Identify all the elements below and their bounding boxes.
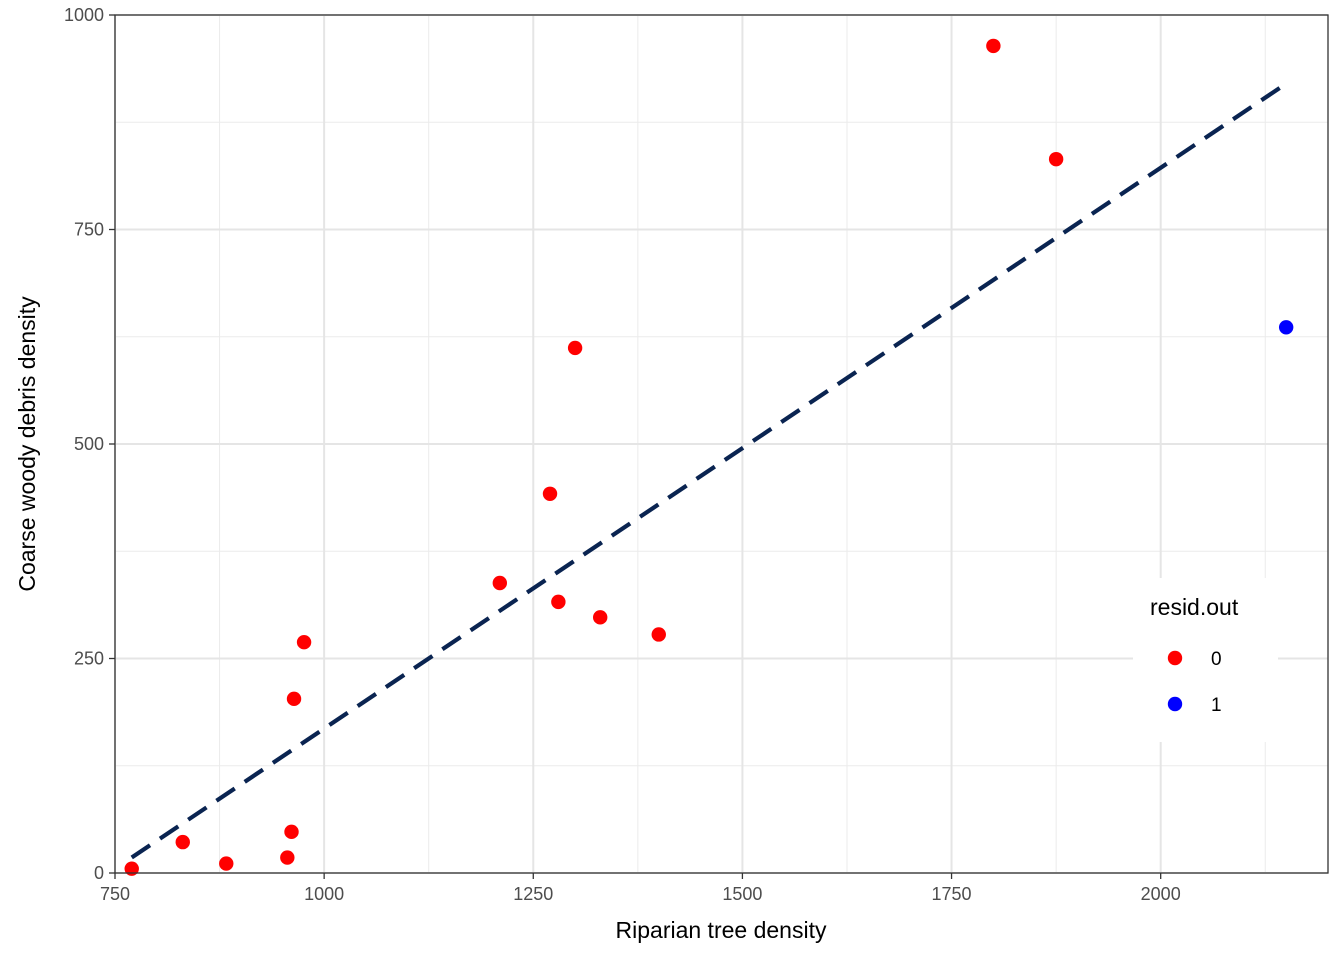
- y-tick-label: 1000: [64, 5, 104, 25]
- legend-background: [1133, 578, 1278, 742]
- x-axis: 750 1000 1250 1500 1750 2000: [100, 873, 1181, 904]
- legend-key: [1167, 696, 1183, 712]
- fit-line: [130, 81, 1288, 860]
- data-point: [651, 627, 666, 642]
- data-point: [280, 850, 295, 865]
- legend-label: 1: [1211, 695, 1222, 716]
- legend-label: 0: [1211, 649, 1222, 670]
- y-tick-label: 0: [94, 863, 104, 883]
- data-point: [593, 610, 608, 625]
- data-point: [542, 486, 558, 501]
- data-point: [219, 856, 234, 871]
- data-point: [284, 824, 299, 840]
- y-tick-label: 250: [74, 649, 104, 669]
- data-point: [1048, 151, 1064, 167]
- y-tick-label: 750: [74, 220, 104, 240]
- data-point: [296, 634, 312, 650]
- data-point: [124, 861, 139, 876]
- y-tick-label: 500: [74, 434, 104, 454]
- data-point: [492, 575, 508, 591]
- points-layer: [124, 38, 1294, 876]
- y-axis-title: Coarse woody debris density: [14, 296, 40, 592]
- x-tick-label: 1750: [932, 884, 972, 904]
- legend: resid.out 01: [1133, 578, 1278, 742]
- data-point: [551, 594, 566, 610]
- legend-entries: 01: [1167, 649, 1222, 716]
- x-axis-title: Riparian tree density: [616, 917, 827, 943]
- data-point: [286, 691, 302, 707]
- data-point: [567, 340, 583, 356]
- x-tick-label: 750: [100, 884, 130, 904]
- data-point: [175, 834, 190, 850]
- x-tick-label: 1250: [513, 884, 553, 904]
- x-tick-label: 1500: [722, 884, 762, 904]
- y-axis: 0 250 500 750 1000: [64, 5, 115, 883]
- x-tick-label: 2000: [1141, 884, 1181, 904]
- data-point: [1278, 320, 1294, 335]
- x-tick-label: 1000: [304, 884, 344, 904]
- fit-line-layer: [130, 81, 1288, 860]
- legend-title: resid.out: [1150, 594, 1239, 620]
- data-point: [986, 38, 1001, 54]
- legend-key: [1167, 650, 1183, 666]
